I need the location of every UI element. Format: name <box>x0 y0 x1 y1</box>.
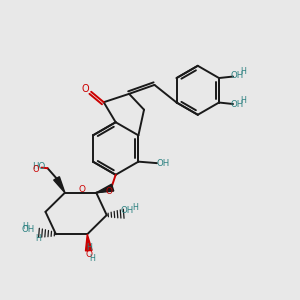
Text: O: O <box>81 84 89 94</box>
Text: H: H <box>241 96 246 105</box>
Text: O: O <box>105 187 112 196</box>
Text: H: H <box>241 67 246 76</box>
Text: H: H <box>86 243 92 252</box>
Text: O: O <box>86 250 93 259</box>
Polygon shape <box>96 184 114 193</box>
Text: HO: HO <box>33 162 46 171</box>
Text: OH: OH <box>230 71 244 80</box>
Text: OH: OH <box>121 206 134 215</box>
Text: H: H <box>89 254 95 263</box>
Text: O: O <box>79 185 86 194</box>
Text: O: O <box>33 165 40 174</box>
Text: H: H <box>132 202 138 211</box>
Text: OH: OH <box>156 159 170 168</box>
Text: H: H <box>35 234 41 243</box>
Polygon shape <box>54 177 65 193</box>
Text: OH: OH <box>230 100 244 109</box>
Polygon shape <box>85 234 92 251</box>
Text: OH: OH <box>22 225 35 234</box>
Text: H: H <box>22 222 28 231</box>
